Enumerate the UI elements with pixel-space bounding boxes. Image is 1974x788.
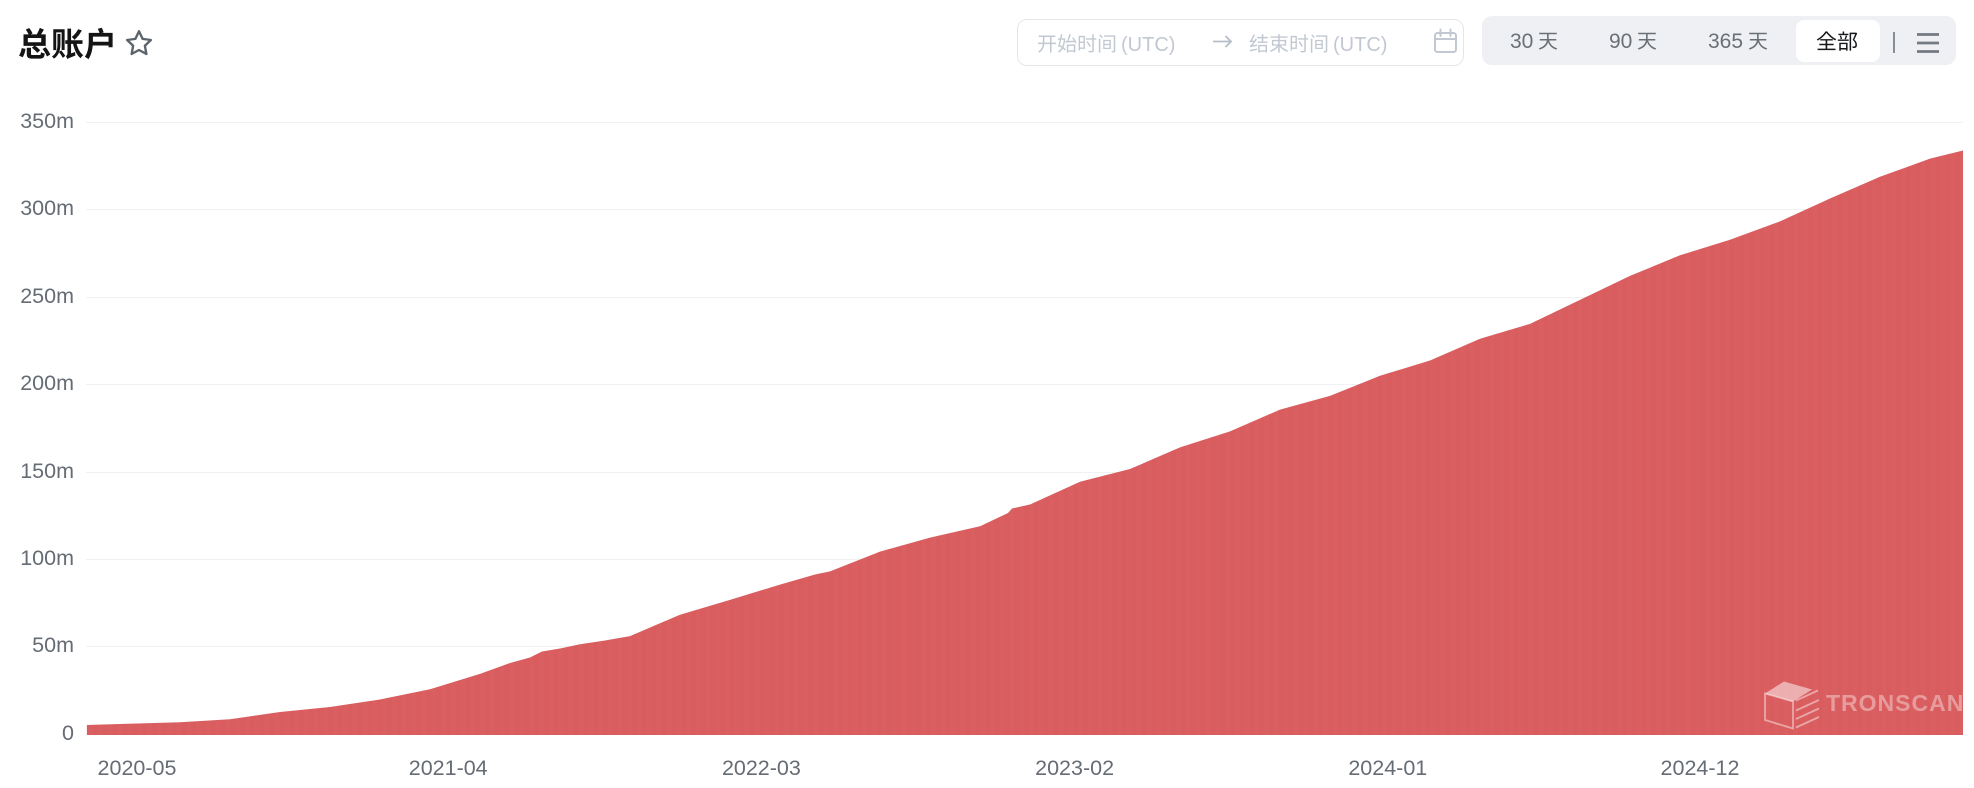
svg-text:365: 365 <box>1708 30 1743 53</box>
svg-text:90: 90 <box>1609 30 1632 53</box>
svg-text:(UTC): (UTC) <box>1333 34 1387 56</box>
svg-text:TRONSCAN: TRONSCAN <box>1826 690 1964 716</box>
svg-text:(UTC): (UTC) <box>1121 34 1175 56</box>
svg-text:30: 30 <box>1510 30 1533 53</box>
